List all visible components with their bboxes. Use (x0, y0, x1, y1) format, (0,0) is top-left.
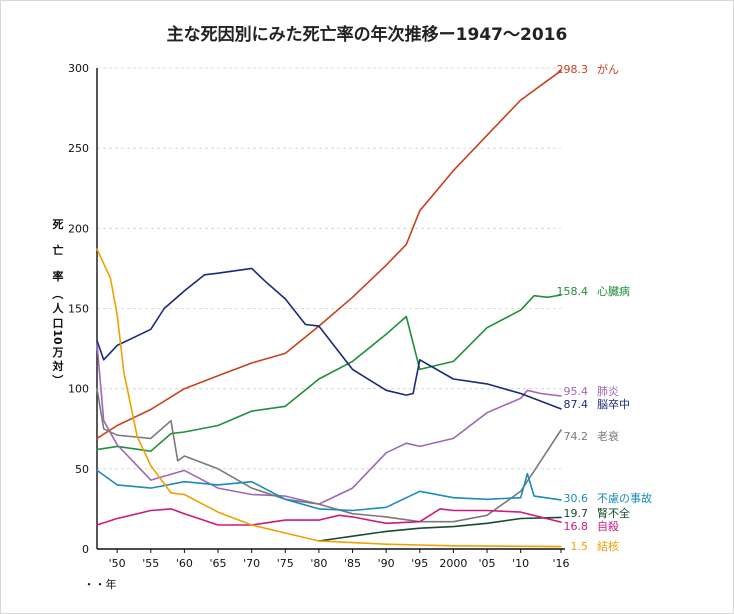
series-line-1 (96, 294, 562, 452)
series-name: 肺炎 (597, 385, 619, 398)
x-tick-labels: '50 '55 '60 '65 '70 '75 '80 '85 '90 '95 2000 '05 '10… (109, 549, 570, 570)
series-name: 不慮の事故 (597, 491, 652, 505)
series-name: 老衰 (597, 429, 619, 443)
x-tick-label: '90 (378, 557, 395, 570)
series-end-value: 158.4 (557, 285, 589, 298)
series-line-0 (96, 69, 562, 440)
x-tick-label: '60 (176, 557, 193, 570)
series-end-value: 74.2 (564, 430, 589, 443)
series-end-value: 298.3 (557, 63, 589, 76)
y-tick-label: 200 (68, 222, 89, 235)
y-tick-label: 250 (68, 142, 89, 155)
gridlines (97, 67, 561, 470)
x-tick-label: '70 (243, 557, 260, 570)
x-tick-label: '95 (411, 557, 428, 570)
x-tick-label: '55 (142, 557, 159, 570)
x-tick-label: '85 (344, 557, 361, 570)
x-tick-label: 2000 (439, 557, 467, 570)
x-tick-label: '10 (512, 557, 529, 570)
y-tick-label: 50 (75, 463, 89, 476)
y-tick-labels: 0 50 100 150 200 250 300 (68, 62, 89, 556)
x-tick-label: '65 (210, 557, 227, 570)
x-tick-label: '80 (310, 557, 327, 570)
series-end-labels: 298.3 がん 158.4 心臓病 95.4 肺炎 87.4 脳卒中 74.2 老衰 30.6 不慮… (557, 62, 653, 553)
series-end-value: 16.8 (564, 520, 589, 533)
x-tick-label: '05 (479, 557, 496, 570)
series-end-value: 1.5 (571, 540, 589, 553)
series-name: 結核 (597, 539, 619, 553)
x-tick-label: '16 (552, 557, 569, 570)
chart-title: 主な死因別にみた死亡率の年次推移ー1947〜2016 (167, 24, 568, 45)
y-tick-label: 150 (68, 303, 89, 316)
y-axis-label-char: 率 (53, 269, 64, 283)
series-name: 腎不全 (597, 506, 630, 520)
x-tick-label: '75 (277, 557, 294, 570)
x-tick-label: '50 (109, 557, 126, 570)
series-end-value: 95.4 (564, 385, 589, 398)
series-line-7 (96, 508, 562, 526)
series-lines (96, 69, 562, 548)
series-name: がん (597, 62, 619, 76)
series-end-value: 30.6 (564, 492, 589, 505)
y-axis-label-char: （ (51, 289, 64, 300)
y-axis-label-char: 人 (53, 301, 65, 315)
series-end-value: 19.7 (564, 507, 589, 520)
y-axis-label-char: 口 (53, 317, 64, 330)
y-tick-label: 0 (82, 543, 89, 556)
series-line-4 (96, 387, 562, 523)
series-name: 脳卒中 (597, 397, 630, 411)
series-line-5 (96, 469, 562, 512)
y-axis-label-char: ） (51, 375, 64, 386)
series-line-2 (96, 343, 562, 505)
series-end-value: 87.4 (564, 398, 589, 411)
series-line-8 (96, 248, 562, 548)
y-axis-label-char: 10 (51, 329, 64, 345)
y-axis-label-char: 対 (52, 359, 64, 373)
y-tick-label: 100 (68, 383, 89, 396)
y-axis-label-char: 亡 (53, 243, 64, 257)
x-axis-label: ・・年 (84, 577, 117, 591)
series-name: 自殺 (597, 519, 619, 533)
series-line-6 (318, 516, 562, 542)
y-axis-label-char: 万 (52, 346, 64, 359)
series-name: 心臓病 (597, 284, 630, 298)
y-axis-label-char: 死 (53, 218, 64, 231)
y-tick-label: 300 (68, 62, 89, 75)
series-line-3 (96, 267, 562, 410)
